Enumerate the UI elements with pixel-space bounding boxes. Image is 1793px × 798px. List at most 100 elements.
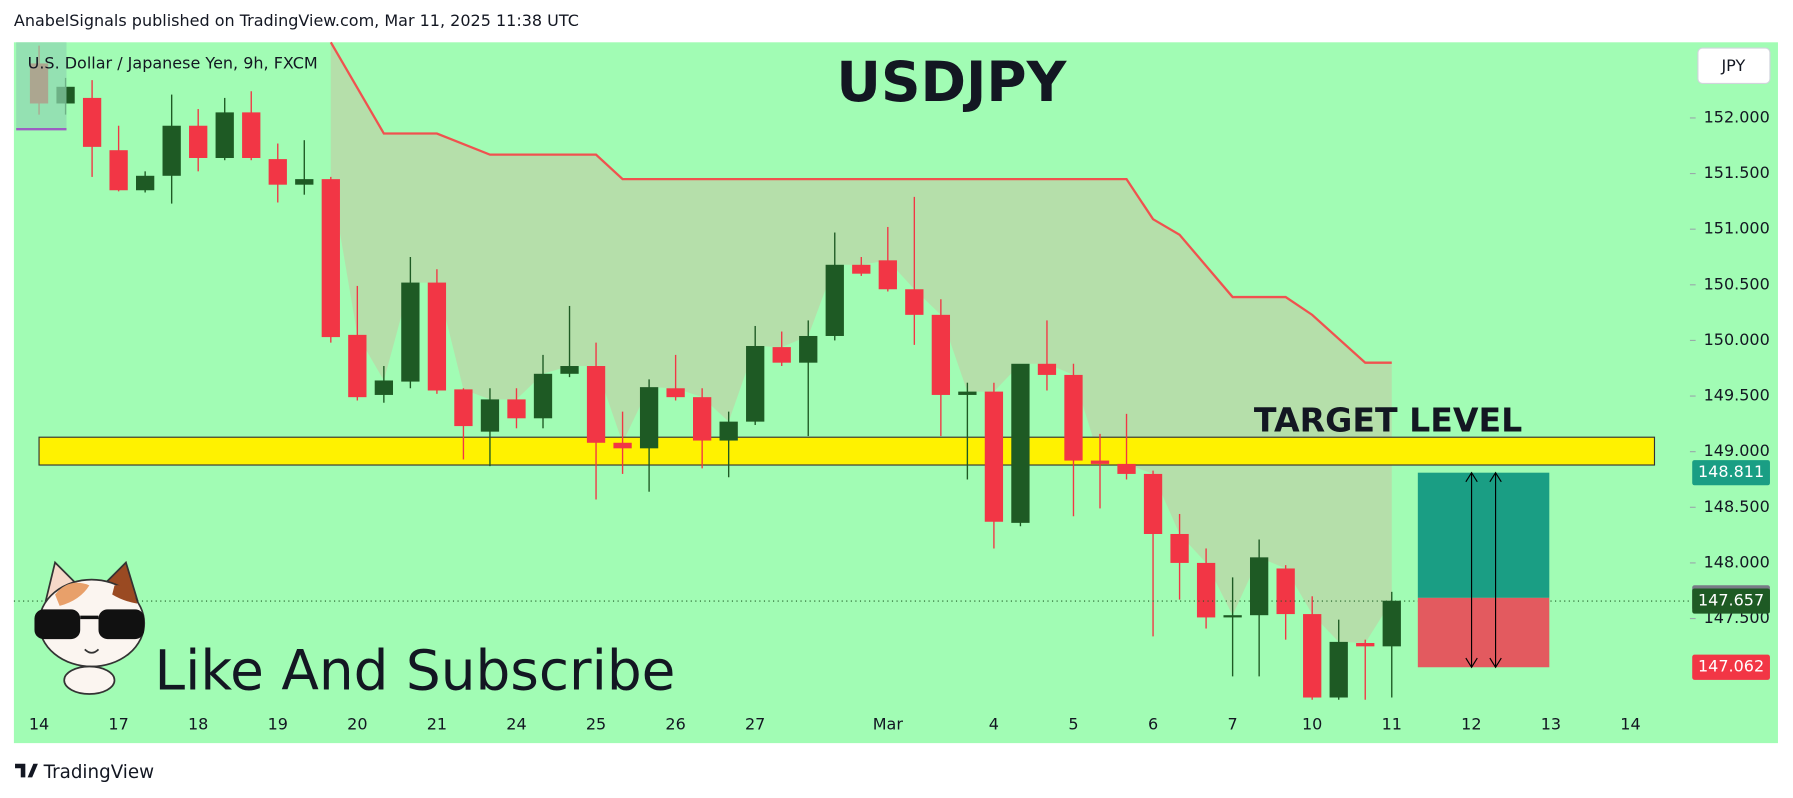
candle-body (268, 159, 287, 185)
candle-body (1223, 615, 1242, 618)
candle-body (666, 388, 685, 398)
y-tick-label: 151.500 (1704, 163, 1770, 182)
candle-body (1356, 643, 1375, 647)
y-tick-label: 150.000 (1704, 330, 1770, 349)
candle-body (1143, 473, 1163, 534)
y-tick-label: 152.000 (1704, 107, 1770, 126)
x-tick-label: 21 (427, 714, 447, 733)
symbol-label: U.S. Dollar / Japanese Yen, 9h, FXCM (28, 54, 318, 73)
cat-mascot (34, 560, 146, 695)
candle-body (1170, 533, 1189, 563)
candle-body (1090, 460, 1110, 464)
price-badge (1692, 588, 1770, 614)
candle-body (586, 366, 606, 443)
candle-body (1037, 363, 1057, 375)
currency-label[interactable]: JPY (1720, 56, 1745, 75)
promo-text: Like And Subscribe (155, 639, 676, 703)
plot: 147.500148.000148.500149.000149.500150.0… (13, 41, 1770, 733)
tradingview-logo (15, 763, 38, 778)
candle-body (905, 289, 924, 315)
price-badge (1692, 654, 1770, 680)
price-badge-label: 147.062 (1698, 657, 1764, 676)
x-tick-label: 24 (506, 714, 526, 733)
candle-body (719, 421, 738, 441)
candle-body (639, 387, 659, 449)
candle-body (109, 150, 128, 191)
x-tick-label: 18 (188, 714, 208, 733)
x-tick-label: 25 (586, 714, 606, 733)
arrow-head (1465, 471, 1478, 669)
trail-shade (330, 42, 1392, 644)
candle-body (135, 175, 155, 191)
x-tick-label: 11 (1382, 714, 1402, 733)
x-tick-label: 27 (745, 714, 765, 733)
candle-body (242, 112, 261, 158)
x-tick-label: 13 (1541, 714, 1561, 733)
y-tick-label: 149.500 (1704, 386, 1770, 405)
candle-body (454, 389, 473, 427)
x-tick-label: 5 (1068, 714, 1078, 733)
target-label: TARGET LEVEL (1254, 400, 1522, 439)
x-tick-label: 12 (1461, 714, 1481, 733)
candle-body (1303, 614, 1322, 698)
y-tick-label: 149.000 (1704, 441, 1770, 460)
price-badge-label: 148.811 (1698, 462, 1764, 481)
candle-body (1196, 562, 1216, 618)
candle-body (931, 314, 951, 395)
candle-body (1382, 600, 1401, 647)
candle-body (215, 112, 234, 158)
candle-body (799, 335, 818, 363)
y-tick-label: 148.000 (1704, 552, 1770, 571)
x-tick-label: 26 (665, 714, 685, 733)
x-tick-label: 14 (29, 714, 49, 733)
price-badge (1692, 460, 1770, 486)
profit-zone (1417, 472, 1550, 598)
drawing-box (16, 42, 67, 130)
y-tick-label: 148.500 (1704, 497, 1770, 516)
x-tick-label: 14 (1620, 714, 1640, 733)
price-badge-label: 147.657 (1698, 591, 1764, 610)
x-tick-label: 17 (108, 714, 128, 733)
candle-body (825, 264, 844, 336)
x-tick-label: Mar (873, 714, 904, 733)
currency-button[interactable] (1697, 47, 1771, 85)
candle-body (1276, 568, 1295, 615)
candle-body (878, 260, 897, 290)
trail-line (329, 41, 1392, 364)
x-tick-label: 4 (989, 714, 999, 733)
candle-body (401, 282, 420, 382)
candle-body (613, 442, 632, 449)
candle-body (772, 347, 791, 363)
candle-body (746, 345, 765, 422)
candle-body (984, 391, 1004, 522)
x-tick-label: 19 (268, 714, 288, 733)
candle-body (560, 366, 579, 374)
x-tick-label: 6 (1148, 714, 1158, 733)
candle-body (162, 125, 181, 176)
x-tick-label: 7 (1228, 714, 1238, 733)
loss-zone (1417, 597, 1550, 668)
candle-body (692, 397, 712, 441)
candle-body (958, 391, 977, 395)
candle-body (427, 282, 447, 391)
candle-body (189, 125, 208, 158)
x-tick-label: 10 (1302, 714, 1322, 733)
x-tick-label: 20 (347, 714, 367, 733)
candle-body (348, 334, 367, 398)
candle-body (321, 179, 340, 338)
candle-body (1011, 363, 1030, 523)
candle-body (82, 97, 102, 147)
candle-body (374, 380, 394, 395)
y-tick-label: 150.500 (1704, 274, 1770, 293)
candle-body (1117, 463, 1136, 474)
candle-body (533, 373, 553, 419)
candle-body (1249, 557, 1269, 616)
candle-body (295, 179, 314, 185)
y-tick-label: 151.000 (1704, 219, 1770, 238)
candle-body (1064, 374, 1083, 461)
candle-body (852, 264, 871, 274)
arrow-head (1489, 471, 1502, 669)
candle-body (480, 399, 500, 432)
candle-body (507, 399, 526, 419)
